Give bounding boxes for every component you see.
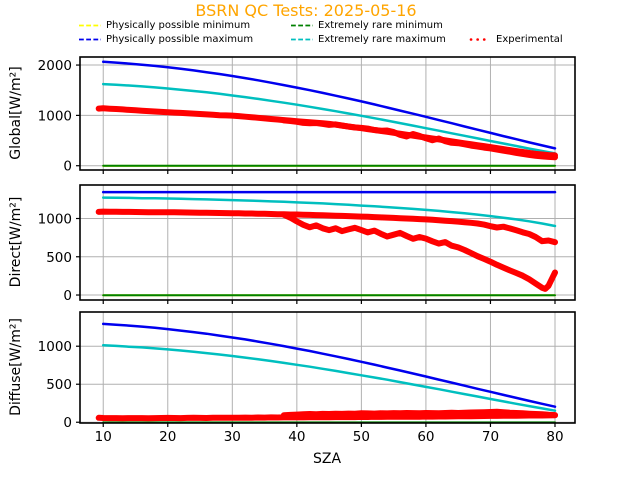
diffuse-qc-ytick-label: 1000 bbox=[38, 339, 72, 355]
global-qc-ytick-label: 1000 bbox=[38, 108, 72, 124]
xlabel-sza: SZA bbox=[312, 451, 342, 467]
xtick-label: 60 bbox=[417, 429, 434, 445]
physically-possible-maximum-dashed-marker-icon bbox=[79, 38, 101, 41]
experimental-dotted-marker-icon bbox=[469, 38, 489, 41]
global-qc-experimental-afternoon-line bbox=[280, 117, 558, 161]
diffuse-qc-physically-possible-maximum-line bbox=[101, 322, 557, 408]
global-qc-extremely-rare-maximum-line bbox=[101, 82, 557, 155]
diffuse-qc-ytick-label: 0 bbox=[63, 415, 72, 431]
direct-qc-ytick-label: 0 bbox=[63, 288, 72, 304]
extremely-rare-minimum-dashed-marker-icon bbox=[291, 24, 313, 27]
xtick-label: 30 bbox=[224, 429, 241, 445]
extremely-rare-maximum-dashed-marker-icon bbox=[291, 38, 313, 41]
direct-qc-extremely-rare-maximum-line bbox=[101, 196, 557, 228]
legend-entry-extremely-rare-maximum: Extremely rare maximum bbox=[290, 33, 446, 46]
legend-label: Extremely rare minimum bbox=[318, 20, 443, 31]
ylabel-direct: Direct[W/m²] bbox=[8, 196, 24, 288]
direct-qc-experimental-afternoon-line bbox=[280, 211, 558, 292]
ylabel-diffuse: Diffuse[W/m²] bbox=[8, 318, 24, 416]
legend-label: Extremely rare maximum bbox=[318, 34, 446, 45]
legend-label: Physically possible minimum bbox=[106, 20, 251, 31]
diffuse-qc-experimental-morning-line bbox=[95, 412, 558, 422]
direct-qc-ytick-label: 1000 bbox=[38, 212, 72, 228]
direct-qc-ytick-label: 500 bbox=[46, 250, 72, 266]
global-qc-ytick-label: 2000 bbox=[38, 58, 72, 74]
legend-entry-extremely-rare-minimum: Extremely rare minimum bbox=[290, 19, 443, 32]
xtick-label: 50 bbox=[353, 429, 370, 445]
legend-entry-experimental: Experimental bbox=[468, 33, 563, 46]
direct-qc-experimental-morning-line bbox=[95, 208, 558, 246]
legend-label: Experimental bbox=[496, 34, 563, 45]
direct-qc-frame bbox=[79, 184, 576, 301]
diffuse-qc-extremely-rare-maximum-line bbox=[101, 344, 557, 412]
diffuse-qc-experimental-afternoon-line bbox=[280, 408, 558, 419]
physically-possible-minimum-dashed-marker-icon bbox=[79, 24, 101, 27]
chart-title: BSRN QC Tests: 2025-05-16 bbox=[195, 1, 417, 20]
xtick-label: 70 bbox=[482, 429, 499, 445]
global-qc-physically-possible-maximum-line bbox=[101, 60, 557, 150]
global-qc-ytick-label: 0 bbox=[63, 159, 72, 175]
legend-entry-physically-possible-maximum: Physically possible maximum bbox=[78, 33, 253, 46]
diffuse-qc-frame bbox=[79, 311, 576, 424]
legend-label: Physically possible maximum bbox=[106, 34, 254, 45]
xtick-label: 40 bbox=[288, 429, 305, 445]
xtick-label: 20 bbox=[159, 429, 176, 445]
xtick-label: 10 bbox=[95, 429, 112, 445]
legend-entry-physically-possible-minimum: Physically possible minimum bbox=[78, 19, 250, 32]
xtick-label: 80 bbox=[546, 429, 563, 445]
ylabel-global: Global[W/m²] bbox=[8, 66, 24, 160]
global-qc-frame bbox=[79, 56, 576, 171]
diffuse-qc-ytick-label: 500 bbox=[46, 377, 72, 393]
